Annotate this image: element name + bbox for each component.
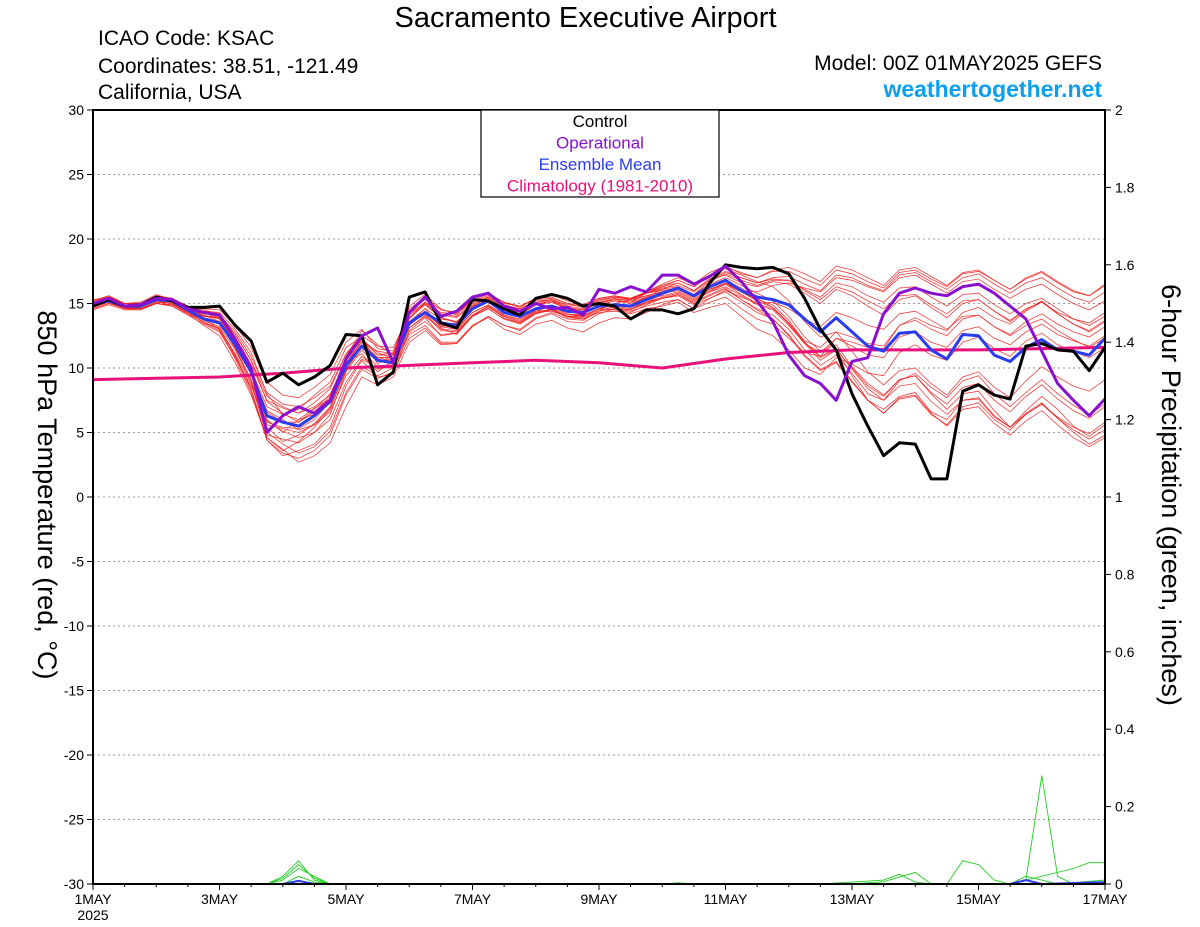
ensemble-member-temperature-line xyxy=(92,273,1106,459)
highlight-series-lines xyxy=(92,263,1107,885)
ensemble-member-temperature-line xyxy=(92,283,1106,414)
y2-tick-label: 1.2 xyxy=(1115,412,1135,428)
ensemble-member-temperature-line xyxy=(92,291,1106,452)
y2-tick-label: 0.6 xyxy=(1115,644,1135,660)
x-tick-label: 13MAY xyxy=(830,891,876,907)
ensemble-member-precip-line xyxy=(93,867,1105,885)
y-tick-label: 30 xyxy=(68,102,84,118)
y-tick-label: -5 xyxy=(72,554,85,570)
ensemble-mean-line xyxy=(92,278,1107,428)
chart-title: Sacramento Executive Airport xyxy=(394,2,777,34)
x-tick-label: 7MAY xyxy=(454,891,492,907)
legend-box xyxy=(480,109,720,198)
y-tick-label: -25 xyxy=(64,812,84,828)
y2-tick-label: 0.2 xyxy=(1115,799,1135,815)
y-tick-label: 10 xyxy=(68,360,84,376)
ensemble-member-precip-line xyxy=(93,875,1105,885)
ensemble-member-temperature-line xyxy=(92,266,1106,414)
y2-tick-label: 1.4 xyxy=(1115,334,1135,350)
precipitation-lines xyxy=(93,775,1106,885)
y2-tick-label: 1.6 xyxy=(1115,257,1135,273)
y2-tick-label: 1.8 xyxy=(1115,179,1135,195)
y-tick-label: 15 xyxy=(68,296,84,312)
y-axis-label: 850 hPa Temperature (red, °C) xyxy=(32,311,62,680)
y-tick-label: -15 xyxy=(64,683,84,699)
ensemble-member-precip-line xyxy=(93,860,1105,885)
operational-line xyxy=(92,264,1107,434)
legend-item-label: Ensemble Mean xyxy=(539,155,662,174)
y2-tick-label: 0 xyxy=(1115,876,1123,892)
y-tick-label: -30 xyxy=(64,876,84,892)
y2-tick-label: 0.4 xyxy=(1115,721,1135,737)
x-tick-label: 17MAY xyxy=(1083,891,1129,907)
site-brand-label: weathertogether.net xyxy=(883,76,1102,102)
x-tick-label: 1MAY xyxy=(74,891,112,907)
y-tick-label: 5 xyxy=(76,425,84,441)
x-tick-year-label: 2025 xyxy=(77,907,108,923)
control-line xyxy=(92,263,1107,481)
ensemble-member-precip-line xyxy=(93,873,1105,885)
axis-ticks-and-labels: -30-25-20-15-10-505101520253000.20.40.60… xyxy=(64,102,1135,923)
x-tick-label: 5MAY xyxy=(327,891,365,907)
y-tick-label: 25 xyxy=(68,167,84,183)
ensemble-member-precip-line xyxy=(93,860,1105,885)
y2-tick-label: 1 xyxy=(1115,489,1123,505)
model-run-label: Model: 00Z 01MAY2025 GEFS xyxy=(814,52,1102,75)
y-tick-label: 20 xyxy=(68,231,84,247)
location-label: California, USA xyxy=(98,81,242,104)
x-tick-label: 15MAY xyxy=(956,891,1002,907)
ensemble-member-precip-line xyxy=(93,775,1105,885)
climatology-1981-2010-line xyxy=(92,345,1106,382)
y2-tick-label: 2 xyxy=(1115,102,1123,118)
x-tick-label: 3MAY xyxy=(201,891,239,907)
y2-axis-label: 6-hour Precipitation (green, inches) xyxy=(1156,284,1186,706)
legend-item-label: Control xyxy=(573,112,628,131)
y2-tick-label: 0.8 xyxy=(1115,566,1135,582)
legend: Control Operational Ensemble Mean Climatolo… xyxy=(480,109,720,198)
coordinates-label: Coordinates: 38.51, -121.49 xyxy=(98,55,359,78)
legend-item-label: Climatology (1981-2010) xyxy=(507,177,693,196)
y-tick-label: -20 xyxy=(64,747,84,763)
legend-item-label: Operational xyxy=(556,134,644,153)
x-tick-label: 11MAY xyxy=(704,891,748,907)
x-tick-label: 9MAY xyxy=(580,891,618,907)
grid-lines xyxy=(93,174,1105,820)
ensemble-member-temperature-line xyxy=(92,300,1106,421)
y-tick-label: 0 xyxy=(76,489,84,505)
y-tick-label: -10 xyxy=(64,618,84,634)
icao-code-label: ICAO Code: KSAC xyxy=(98,27,275,50)
